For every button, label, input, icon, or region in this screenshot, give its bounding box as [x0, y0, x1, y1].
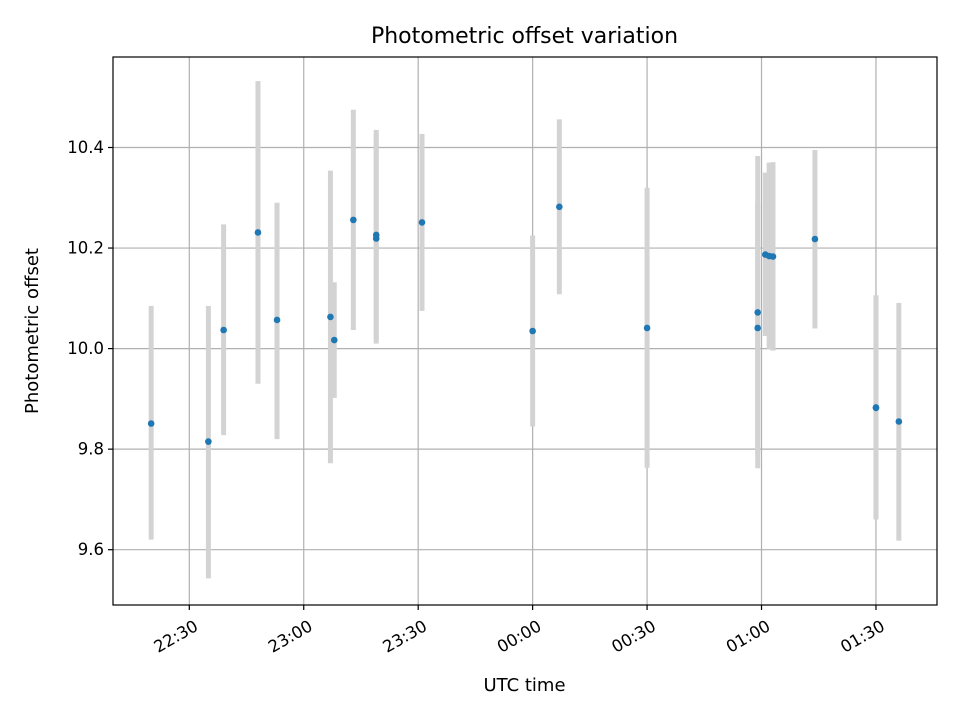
- data-point: [327, 313, 334, 321]
- data-point: [556, 203, 563, 211]
- data-point: [147, 420, 155, 427]
- data-point: [754, 309, 762, 316]
- y-axis-label: Photometric offset: [22, 248, 43, 414]
- data-point: [643, 324, 651, 332]
- data-point: [350, 216, 357, 224]
- data-point: [418, 219, 426, 226]
- data-point: [273, 316, 281, 324]
- data-point: [872, 404, 880, 412]
- data-point: [205, 438, 212, 445]
- data-point: [254, 229, 262, 236]
- data-point: [754, 324, 762, 332]
- data-point: [220, 326, 227, 334]
- y-tick-label: 10.4: [67, 138, 104, 157]
- data-point: [529, 327, 536, 335]
- x-axis-label: UTC time: [483, 675, 565, 696]
- plot-frame: [112, 56, 938, 606]
- data-point: [769, 253, 777, 260]
- y-tick-label: 9.6: [78, 540, 104, 559]
- data-point: [330, 336, 338, 344]
- chart-title: Photometric offset variation: [371, 24, 678, 49]
- data-points: [147, 203, 903, 445]
- y-tick-label: 9.8: [78, 440, 104, 459]
- data-point: [811, 235, 819, 243]
- data-point: [372, 235, 380, 242]
- y-tick-label: 10.0: [67, 339, 104, 358]
- data-point: [895, 418, 903, 425]
- y-tick-label: 10.2: [67, 239, 104, 258]
